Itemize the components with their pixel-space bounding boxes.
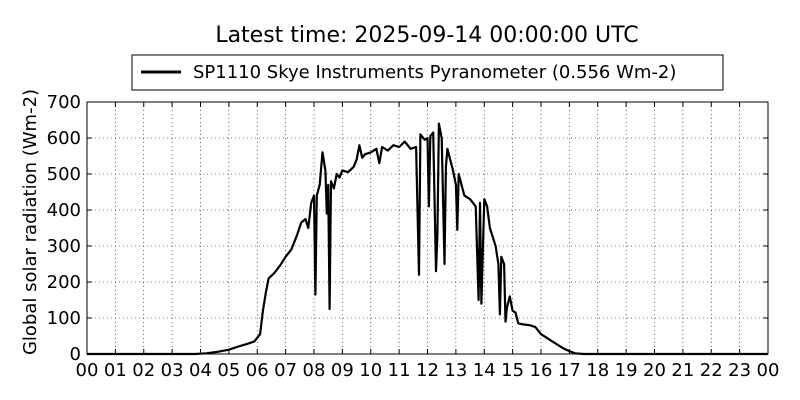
x-tick-label: 23 (728, 360, 751, 381)
y-tick-label: 600 (47, 128, 81, 149)
y-tick-label: 200 (47, 272, 81, 293)
x-tick-label: 07 (274, 360, 297, 381)
y-tick-label: 0 (70, 344, 81, 365)
x-tick-label: 18 (586, 360, 609, 381)
x-tick-label: 02 (132, 360, 155, 381)
series-group (87, 122, 768, 356)
x-tick-label: 00 (757, 360, 780, 381)
plot-frame (86, 101, 769, 355)
x-tick-label: 22 (700, 360, 723, 381)
x-tick-label: 08 (303, 360, 326, 381)
x-tick-label: 17 (558, 360, 581, 381)
x-tick-label: 20 (643, 360, 666, 381)
y-axis-label: Global solar radiation (Wm-2) (20, 89, 41, 355)
x-tick-label: 09 (331, 360, 354, 381)
legend: SP1110 Skye Instruments Pyranometer (0.5… (131, 54, 724, 91)
y-tick-label: 400 (47, 200, 81, 221)
x-tick-label: 16 (530, 360, 553, 381)
x-tick-label: 14 (473, 360, 496, 381)
x-tick-label: 12 (416, 360, 439, 381)
legend-label: SP1110 Skye Instruments Pyranometer (0.5… (193, 62, 676, 83)
x-tick-label: 11 (388, 360, 411, 381)
x-tick-label: 15 (501, 360, 524, 381)
x-tick-label: 04 (189, 360, 212, 381)
y-tick-label: 500 (47, 164, 81, 185)
x-tick-label: 03 (161, 360, 184, 381)
y-tick-label: 700 (47, 92, 81, 113)
y-axis-ticks: 0 100 200 300 400 500 600 700 (47, 92, 768, 365)
x-tick-label: 13 (444, 360, 467, 381)
y-tick-label: 100 (47, 308, 81, 329)
x-axis-ticks: 00 01 02 03 04 05 06 07 08 09 10 11 12 13 14 15 16 17 18 19… (76, 102, 780, 381)
x-tick-label: 05 (217, 360, 240, 381)
x-tick-label: 21 (671, 360, 694, 381)
x-tick-label: 01 (104, 360, 127, 381)
x-tick-label: 06 (246, 360, 269, 381)
series-line (87, 122, 768, 356)
x-tick-label: 00 (76, 360, 99, 381)
y-tick-label: 300 (47, 236, 81, 257)
x-tick-label: 19 (615, 360, 638, 381)
x-tick-label: 10 (359, 360, 382, 381)
legend-box (131, 54, 724, 91)
chart-title: Latest time: 2025-09-14 00:00:00 UTC (215, 23, 638, 48)
